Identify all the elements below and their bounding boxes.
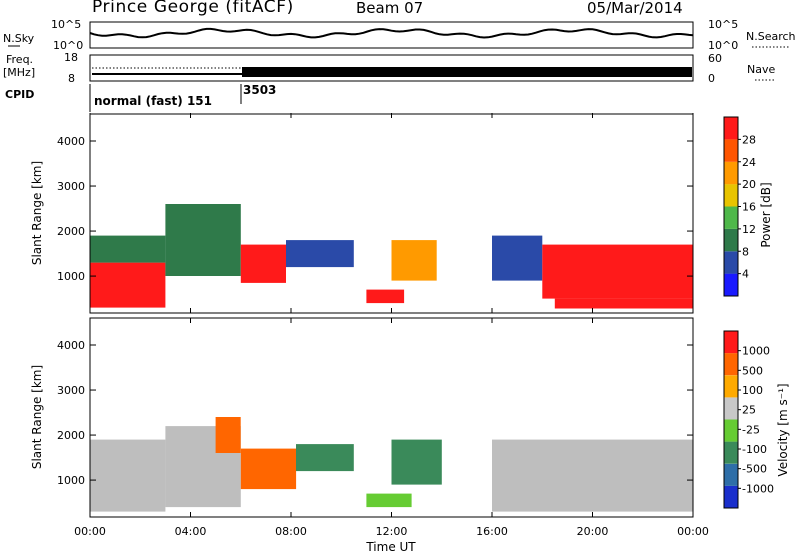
power-ytick-1: 3000	[57, 180, 85, 193]
cpid-segment-2: 3503	[243, 83, 276, 97]
xaxis-tick-0: 00:00	[74, 525, 106, 538]
velocity-ytick-1: 3000	[57, 384, 85, 397]
power-cell-8	[542, 244, 694, 299]
power-colorbar-swatch-4	[724, 184, 738, 207]
velocity-colorbar-swatch-2	[724, 441, 738, 464]
velocity-data-cells	[90, 417, 693, 512]
nave-label: Nave	[747, 63, 775, 76]
power-colorbar-tick-4: 12	[742, 223, 756, 236]
power-colorbar-swatch-0	[724, 273, 738, 296]
noise-left-label: N.Sky	[3, 32, 35, 45]
velocity-colorbar-label: Velocity [m s⁻¹]	[776, 383, 790, 476]
power-colorbar-tick-3: 16	[742, 201, 756, 214]
power-colorbar-label: Power [dB]	[759, 182, 773, 247]
velocity-ylabel: Slant Range [km]	[30, 365, 44, 469]
velocity-colorbar-swatch-4	[724, 397, 738, 420]
noise-right-label: N.Search	[746, 30, 796, 43]
beam-label: Beam 07	[356, 0, 424, 17]
power-colorbar-tick-2: 20	[742, 178, 756, 191]
freq-label-top: Freq.	[6, 53, 33, 66]
velocity-ytick-0: 4000	[57, 339, 85, 352]
power-cell-2	[165, 204, 241, 276]
power-cell-9	[554, 298, 693, 309]
power-data-cells	[90, 204, 694, 309]
velocity-colorbar-swatch-3	[724, 419, 738, 442]
velocity-colorbar-tick-6: -500	[742, 463, 767, 476]
power-ylabel: Slant Range [km]	[30, 161, 44, 265]
power-ytick-2: 2000	[57, 225, 85, 238]
power-colorbar-tick-6: 4	[742, 268, 749, 281]
velocity-panel: 4000 3000 2000 1000 Slant Range [km] 1000 50…	[30, 317, 790, 518]
power-cell-5	[366, 289, 405, 304]
xaxis-tick-5: 20:00	[577, 525, 609, 538]
velocity-colorbar-tick-1: 500	[742, 364, 763, 377]
date-label: 05/Mar/2014	[587, 0, 683, 17]
power-cell-1	[90, 235, 166, 263]
velocity-cell-7	[492, 439, 693, 512]
nave-tick-top: 60	[708, 52, 722, 65]
xaxis-label: Time UT	[365, 540, 416, 554]
power-cell-7	[492, 235, 543, 281]
xaxis-tick-4: 16:00	[476, 525, 508, 538]
power-ytick-3: 1000	[57, 270, 85, 283]
velocity-cell-3	[240, 448, 297, 490]
velocity-colorbar-swatch-7	[724, 331, 738, 354]
power-colorbar-swatch-7	[724, 117, 738, 140]
power-cell-4	[286, 240, 354, 268]
noise-tick-bottom: 10^0	[53, 39, 83, 52]
velocity-cell-0	[90, 439, 166, 512]
velocity-cell-2	[215, 417, 241, 453]
velocity-colorbar-tick-5: -100	[742, 443, 767, 456]
power-colorbar-swatch-5	[724, 161, 738, 185]
cpid-panel: CPID normal (fast) 151 3503	[5, 83, 276, 112]
cpid-segment-1: normal (fast) 151	[94, 94, 212, 108]
velocity-colorbar-swatch-0	[724, 485, 738, 508]
cpid-label: CPID	[5, 88, 34, 101]
velocity-cell-6	[391, 439, 442, 485]
velocity-colorbar-tick-7: -1000	[742, 482, 774, 495]
freq-panel: Freq. [MHz] 18 8 60 0 Nave	[3, 51, 775, 85]
noise-trace	[89, 27, 694, 39]
power-colorbar-tick-0: 28	[742, 133, 756, 146]
power-panel: 4000 3000 2000 1000 Slant Range [km] 28 24 20…	[30, 113, 773, 314]
power-colorbar-swatch-3	[724, 206, 738, 229]
velocity-colorbar-swatch-1	[724, 463, 738, 486]
velocity-cell-4	[296, 444, 354, 472]
velocity-colorbar-tick-4: -25	[742, 423, 760, 436]
velocity-ytick-2: 2000	[57, 429, 85, 442]
nave-bar	[242, 67, 692, 77]
velocity-colorbar-tick-3: 25	[742, 404, 756, 417]
noise-tick-top: 10^5	[51, 18, 81, 31]
xaxis-tick-2: 08:00	[275, 525, 307, 538]
xaxis-tick-3: 12:00	[376, 525, 408, 538]
xaxis-tick-6: 00:00	[677, 525, 709, 538]
freq-label-unit: [MHz]	[3, 66, 35, 79]
noise-right-tick-bottom: 10^0	[708, 39, 738, 52]
power-colorbar-tick-1: 24	[742, 156, 756, 169]
freq-tick-bottom: 8	[68, 72, 75, 85]
freq-tick-top: 18	[64, 51, 78, 64]
velocity-colorbar-tick-2: 100	[742, 384, 763, 397]
xaxis-tick-1: 04:00	[175, 525, 207, 538]
power-colorbar-tick-5: 8	[742, 245, 749, 258]
velocity-colorbar-swatch-5	[724, 375, 738, 398]
nave-tick-bottom: 0	[708, 72, 715, 85]
power-colorbar-swatch-1	[724, 251, 738, 274]
plot-title: Prince George (fitACF)	[92, 0, 294, 17]
power-cell-6	[391, 240, 437, 281]
power-colorbar-swatch-2	[724, 228, 738, 252]
velocity-colorbar-swatch-6	[724, 353, 738, 376]
power-cell-0	[90, 262, 166, 308]
noise-panel: N.Sky 10^5 10^0 10^5 10^0 N.Search	[3, 18, 796, 52]
velocity-colorbar-tick-0: 1000	[742, 345, 770, 358]
velocity-ytick-3: 1000	[57, 474, 85, 487]
power-ytick-0: 4000	[57, 135, 85, 148]
power-colorbar-swatch-6	[724, 139, 738, 162]
power-cell-3	[240, 244, 286, 283]
noise-right-tick-top: 10^5	[708, 18, 738, 31]
velocity-cell-5	[366, 493, 412, 508]
